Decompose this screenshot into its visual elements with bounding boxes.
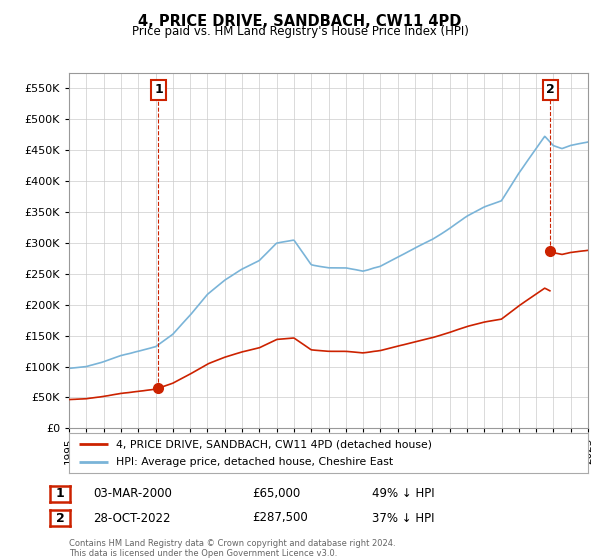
Text: 4, PRICE DRIVE, SANDBACH, CW11 4PD (detached house): 4, PRICE DRIVE, SANDBACH, CW11 4PD (deta… [116,439,432,449]
Text: 37% ↓ HPI: 37% ↓ HPI [372,511,434,525]
Text: 49% ↓ HPI: 49% ↓ HPI [372,487,434,501]
Text: 28-OCT-2022: 28-OCT-2022 [93,511,170,525]
Text: £287,500: £287,500 [252,511,308,525]
Text: 03-MAR-2000: 03-MAR-2000 [93,487,172,501]
Text: 2: 2 [546,83,555,96]
Text: 4, PRICE DRIVE, SANDBACH, CW11 4PD: 4, PRICE DRIVE, SANDBACH, CW11 4PD [139,14,461,29]
Text: 2: 2 [56,511,64,525]
Text: Price paid vs. HM Land Registry's House Price Index (HPI): Price paid vs. HM Land Registry's House … [131,25,469,38]
Text: HPI: Average price, detached house, Cheshire East: HPI: Average price, detached house, Ches… [116,457,393,467]
Text: £65,000: £65,000 [252,487,300,501]
Text: 1: 1 [56,487,64,501]
Text: 1: 1 [154,83,163,96]
Text: Contains HM Land Registry data © Crown copyright and database right 2024.
This d: Contains HM Land Registry data © Crown c… [69,539,395,558]
